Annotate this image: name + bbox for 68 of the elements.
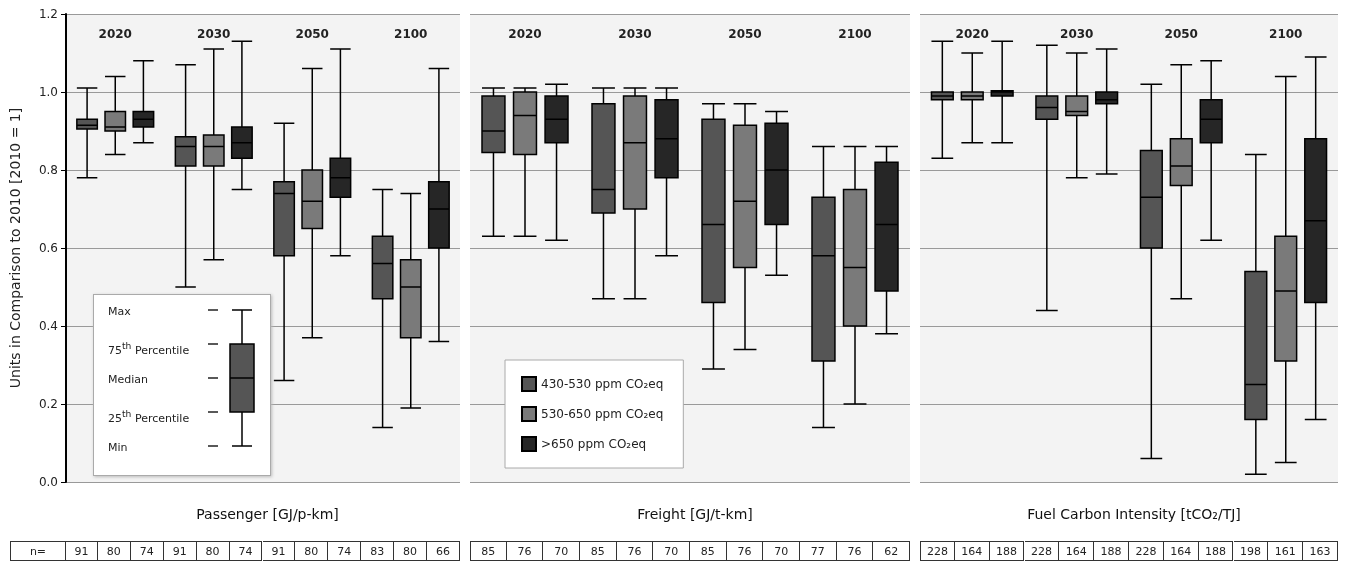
text: 198 (1239, 545, 1261, 558)
y-tick-label: 0.4 (38, 319, 58, 333)
text: 62 (884, 545, 899, 558)
text: 76 (847, 545, 862, 558)
text: 80 (205, 545, 220, 558)
text: 188 (996, 545, 1018, 558)
annotation: Median (108, 373, 149, 387)
text: 91 (74, 545, 89, 558)
text: 83 (370, 545, 385, 558)
text: 91 (172, 545, 187, 558)
text: 228 (926, 545, 948, 558)
annotation: Min (108, 441, 128, 455)
text: 91 (271, 545, 286, 558)
text: 76 (737, 545, 752, 558)
y-axis-title: Units in Comparison to 2010 [2010 = 1] (7, 107, 23, 389)
x-tick-label: 2020 (98, 27, 132, 41)
x-tick-label: 2100 (1269, 27, 1303, 41)
y-tick-label: 0.6 (38, 241, 58, 255)
text: 70 (664, 545, 679, 558)
text: 164 (1065, 545, 1087, 558)
x-tick-label: 2050 (295, 27, 329, 41)
text: 76 (517, 545, 532, 558)
legend-label: 430-530 ppm CO₂eq (541, 377, 664, 391)
legend-label: 530-650 ppm CO₂eq (541, 407, 664, 421)
y-tick-label: 1.0 (38, 85, 58, 99)
text: n= (10, 541, 65, 561)
x-tick-label: 2100 (394, 27, 428, 41)
text: 70 (554, 545, 569, 558)
text: 74 (139, 545, 154, 558)
text: 228 (1135, 545, 1157, 558)
annotation: Max (108, 305, 131, 319)
annotation: 25$^{th}$ Percentile (108, 407, 190, 426)
text: 164 (1170, 545, 1192, 558)
text: 80 (403, 545, 418, 558)
x-tick-label: 2050 (728, 27, 762, 41)
text: 188 (1100, 545, 1122, 558)
x-axis-title: Passenger [GJ/p-km] (196, 506, 339, 522)
text: 74 (337, 545, 352, 558)
x-tick-label: 2030 (197, 27, 231, 41)
y-tick-label: 0.2 (38, 397, 58, 411)
text: 80 (304, 545, 319, 558)
text: 163 (1309, 545, 1331, 558)
y-tick-label: 1.2 (38, 7, 58, 21)
text: 80 (106, 545, 121, 558)
x-tick-label: 2020 (508, 27, 542, 41)
y-tick-label: 0.0 (38, 475, 58, 489)
text: 161 (1274, 545, 1296, 558)
annotation: 75$^{th}$ Percentile (108, 339, 190, 358)
text: 66 (436, 545, 451, 558)
text: 70 (774, 545, 789, 558)
x-tick-label: 2020 (955, 27, 989, 41)
x-tick-label: 2030 (618, 27, 652, 41)
text: 85 (590, 545, 605, 558)
text: 74 (238, 545, 253, 558)
legend-label: >650 ppm CO₂eq (541, 437, 647, 451)
x-axis-title: Freight [GJ/t-km] (637, 506, 753, 522)
text: 85 (481, 545, 496, 558)
x-tick-label: 2030 (1060, 27, 1094, 41)
text: 164 (961, 545, 983, 558)
x-tick-label: 2100 (838, 27, 872, 41)
text: 77 (810, 545, 825, 558)
text: 76 (627, 545, 642, 558)
text: 85 (700, 545, 715, 558)
y-tick-label: 0.8 (38, 163, 58, 177)
x-tick-label: 2050 (1164, 27, 1198, 41)
x-axis-title: Fuel Carbon Intensity [tCO₂/TJ] (1027, 506, 1241, 522)
text: 188 (1205, 545, 1227, 558)
text: 228 (1030, 545, 1052, 558)
